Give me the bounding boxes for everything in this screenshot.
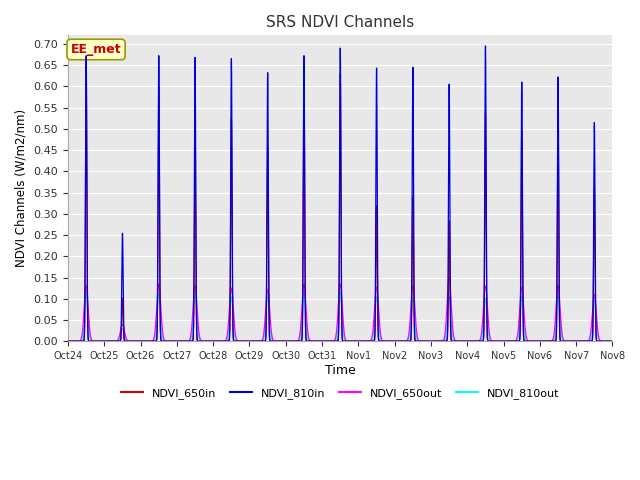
Legend: NDVI_650in, NDVI_810in, NDVI_650out, NDVI_810out: NDVI_650in, NDVI_810in, NDVI_650out, NDV… [116,383,564,403]
Text: EE_met: EE_met [71,43,122,56]
Y-axis label: NDVI Channels (W/m2/nm): NDVI Channels (W/m2/nm) [15,109,28,267]
X-axis label: Time: Time [325,364,356,377]
Title: SRS NDVI Channels: SRS NDVI Channels [266,15,414,30]
